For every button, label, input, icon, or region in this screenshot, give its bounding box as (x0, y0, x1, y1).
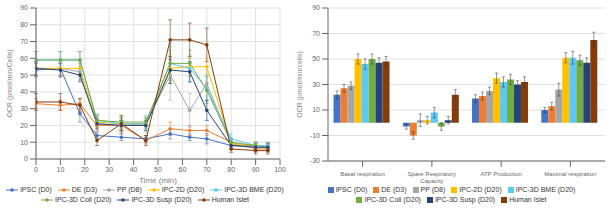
svg-text:40: 40 (20, 88, 28, 95)
svg-text:100: 100 (274, 166, 286, 173)
svg-text:90: 90 (252, 166, 260, 173)
svg-text:60: 60 (20, 55, 28, 62)
html-text:IPC-3D Susp (D20): IPC-3D Susp (D20) (131, 196, 192, 203)
svg-text:60: 60 (179, 166, 187, 173)
html-text:DE (D3): DE (D3) (381, 186, 407, 193)
svg-text:ATP Production: ATP Production (480, 171, 521, 177)
svg-text:30: 30 (105, 166, 113, 173)
html-text:Human Islet: Human Islet (509, 196, 547, 203)
svg-text:50: 50 (20, 72, 28, 79)
svg-text:20: 20 (81, 166, 89, 173)
svg-text:40: 40 (130, 166, 138, 173)
svg-text:Time (min): Time (min) (139, 176, 177, 185)
svg-text:-10: -10 (310, 132, 320, 139)
svg-text:10: 10 (312, 106, 320, 113)
svg-text:50: 50 (312, 55, 320, 62)
html-text:iPSC (D0): iPSC (D0) (20, 186, 52, 193)
html-text:PP (D8): PP (D8) (420, 186, 446, 193)
html-text:DE (D3): DE (D3) (71, 186, 97, 193)
html-text:IPC-3D BME (D20): IPC-3D BME (D20) (515, 186, 576, 193)
svg-text:90: 90 (312, 4, 320, 11)
svg-text:80: 80 (20, 21, 28, 28)
svg-text:-30: -30 (310, 157, 320, 164)
html-text:Human Islet: Human Islet (211, 196, 249, 203)
svg-text:OCR (pmol/min/cells): OCR (pmol/min/cells) (296, 51, 304, 118)
svg-text:70: 70 (20, 38, 28, 45)
svg-text:Spare RespiratoryCapacity: Spare RespiratoryCapacity (408, 171, 456, 184)
svg-text:OCR (pmol/min/Cells): OCR (pmol/min/Cells) (8, 49, 14, 117)
svg-text:80: 80 (227, 166, 235, 173)
html-text:IPC-3D BME (D20): IPC-3D BME (D20) (224, 186, 284, 193)
svg-text:Basal respiration: Basal respiration (340, 171, 385, 177)
svg-text:0: 0 (34, 166, 38, 173)
svg-text:Maximal respiration: Maximal respiration (544, 171, 596, 177)
html-text:IPC-2D (D20): IPC-2D (D20) (161, 186, 205, 193)
svg-text:70: 70 (203, 166, 211, 173)
html-text:IPC-3D Coll (D20): IPC-3D Coll (D20) (364, 196, 421, 203)
html-text:IPC-3D Coll (D20): IPC-3D Coll (D20) (55, 196, 112, 203)
svg-text:70: 70 (312, 30, 320, 37)
svg-text:30: 30 (312, 81, 320, 88)
svg-text:50: 50 (154, 166, 162, 173)
html-text:IPC-3D Susp (D20): IPC-3D Susp (D20) (434, 196, 496, 203)
svg-text:0: 0 (24, 155, 28, 162)
svg-text:20: 20 (20, 122, 28, 129)
svg-text:10: 10 (57, 166, 65, 173)
html-text:iPSC (D0): iPSC (D0) (335, 186, 368, 193)
html-text:PP (D8): PP (D8) (117, 186, 142, 193)
svg-text:30: 30 (20, 105, 28, 112)
html-text:IPC-2D (D20): IPC-2D (D20) (459, 186, 502, 193)
svg-text:90: 90 (20, 4, 28, 11)
svg-text:10: 10 (20, 139, 28, 146)
